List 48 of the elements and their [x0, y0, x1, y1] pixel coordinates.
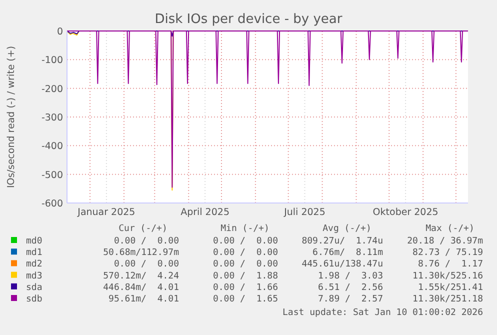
- y-tick-label: -600: [41, 198, 63, 210]
- text: 0.00 / 0.00: [212, 248, 278, 258]
- text: 6.51 / 2.56: [318, 282, 383, 293]
- text: 0.00 / 0.00: [212, 260, 278, 270]
- text: 1.55k/251.41: [418, 282, 483, 293]
- text: 82.73 / 75.19: [412, 248, 483, 258]
- text: 6.76m/ 8.11m: [312, 248, 383, 258]
- legend-label: md1: [26, 248, 42, 258]
- x-tick-label: Oktober 2025: [372, 207, 438, 218]
- text: 8.76 / 1.17: [418, 260, 483, 270]
- text: 50.68m/112.97m: [103, 248, 179, 258]
- text: Avg (-/+): [322, 224, 372, 234]
- x-tick-label: April 2025: [180, 207, 230, 218]
- text: 446.84m/ 4.01: [103, 282, 179, 293]
- text: 0.00 / 1.65: [212, 294, 278, 304]
- y-tick-label: 0: [56, 26, 63, 38]
- text: 0.00 / 0.00: [212, 236, 278, 246]
- text: Max (-/+): [426, 224, 474, 234]
- text: 11.30k/251.18: [412, 294, 483, 304]
- text: Last update: Sat Jan 10 01:00:02 2026: [282, 308, 483, 318]
- legend-label: sda: [26, 282, 42, 293]
- y-tick-label: -200: [41, 84, 63, 95]
- legend-label: md0: [26, 236, 42, 246]
- x-tick-label: Januar 2025: [76, 207, 136, 218]
- text: Cur (-/+): [118, 224, 168, 234]
- text: 570.12m/ 4.24: [103, 271, 179, 282]
- y-axis-title: IOs/second read (-) / write (+): [6, 46, 17, 188]
- text: 0.00 / 0.00: [114, 236, 179, 246]
- text: 95.61m/ 4.01: [108, 294, 179, 304]
- text: 11.30k/525.16: [412, 271, 483, 282]
- legend-label: sdb: [26, 294, 42, 304]
- text: 0.00 / 0.00: [114, 260, 179, 270]
- text: 1.98 / 3.03: [318, 271, 383, 282]
- text: Min (-/+): [220, 224, 270, 234]
- text: 0.00 / 1.88: [212, 271, 278, 282]
- chart-title: Disk IOs per device - by year: [154, 12, 343, 27]
- text: 809.27u/ 1.74u: [302, 236, 383, 246]
- y-tick-label: -400: [41, 141, 63, 152]
- legend-label: md3: [26, 271, 42, 282]
- x-tick-label: Juli 2025: [283, 207, 326, 218]
- text: 445.61u/138.47u: [302, 260, 383, 270]
- y-tick-label: -300: [41, 112, 63, 124]
- y-tick-label: -500: [41, 170, 63, 181]
- legend-label: md2: [26, 260, 42, 270]
- text: 0.00 / 1.66: [212, 282, 278, 293]
- text: 20.18 / 36.97m: [407, 236, 483, 246]
- y-tick-label: -100: [41, 55, 63, 66]
- text: 7.89 / 2.57: [318, 294, 383, 304]
